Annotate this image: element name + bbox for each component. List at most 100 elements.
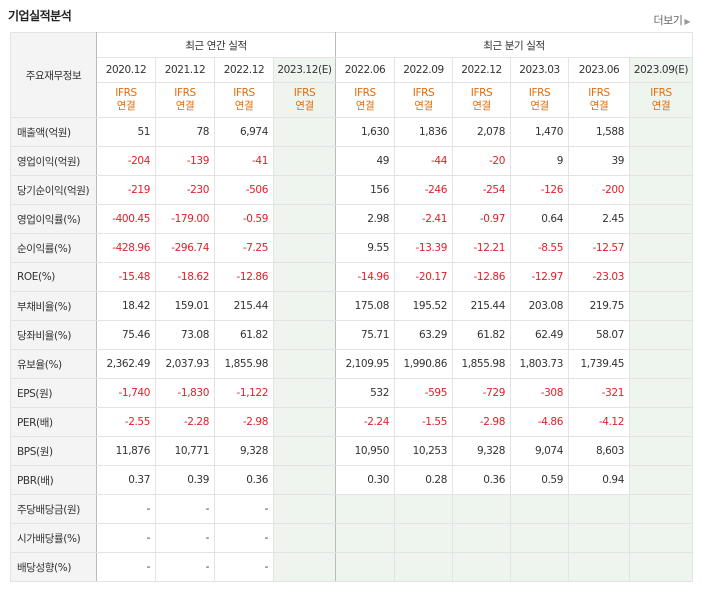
ifrs-top: IFRS xyxy=(588,87,610,99)
table-cell: 203.08 xyxy=(510,291,569,321)
period-label: 2022.09 xyxy=(403,64,444,76)
table-row: 영업이익(억원) -204 -139 -41 49 -44 -20 9 39 xyxy=(10,146,693,176)
table-cell xyxy=(629,436,693,466)
table-cell: -308 xyxy=(510,378,569,408)
ifrs-top: IFRS xyxy=(412,87,435,99)
table-cell xyxy=(273,378,336,408)
table-cell: -2.28 xyxy=(155,407,215,437)
annual-period-header: 2020.12 xyxy=(96,57,156,83)
table-cell: - xyxy=(155,494,215,524)
table-cell: -729 xyxy=(452,378,511,408)
table-row: 매출액(억원) 51 78 6,974 1,630 1,836 2,078 1,470 1,58… xyxy=(10,117,693,147)
table-cell: 2.45 xyxy=(568,204,630,234)
table-row: 배당성향(%) - - - xyxy=(10,552,693,582)
table-cell xyxy=(629,349,693,379)
table-cell: -139 xyxy=(155,146,215,176)
quarter-period-header: 2022.06 xyxy=(335,57,395,83)
table-cell xyxy=(629,494,693,524)
table-cell: -1,122 xyxy=(214,378,274,408)
table-cell: -0.59 xyxy=(214,204,274,234)
ifrs-top: IFRS xyxy=(528,87,551,99)
table-cell: 49 xyxy=(335,146,395,176)
table-cell: 8,603 xyxy=(568,436,630,466)
table-cell xyxy=(273,349,336,379)
table-cell: 78 xyxy=(155,117,215,147)
table-cell: 1,630 xyxy=(335,117,395,147)
ifrs-badge: IFRS 연결 xyxy=(155,82,215,118)
table-cell xyxy=(629,262,693,292)
table-cell: 75.71 xyxy=(335,320,395,350)
table-row: EPS(원) -1,740 -1,830 -1,122 532 -595 -729 -308-… xyxy=(10,378,693,408)
table-cell: 0.64 xyxy=(510,204,569,234)
annual-period-header: 2022.12 xyxy=(214,57,274,83)
table-cell: -2.98 xyxy=(452,407,511,437)
row-label: PBR(배) xyxy=(10,465,97,495)
table-row: ROE(%) -15.48 -18.62 -12.86 -14.96 -20.17 -12.… xyxy=(10,262,693,292)
table-cell xyxy=(273,494,336,524)
table-cell xyxy=(452,552,511,582)
table-cell: -296.74 xyxy=(155,233,215,263)
table-cell xyxy=(273,291,336,321)
table-row: 주당배당금(원) - - - xyxy=(10,494,693,524)
table-cell: 9 xyxy=(510,146,569,176)
table-cell: -400.45 xyxy=(96,204,156,234)
more-link[interactable]: 더보기 ▶ xyxy=(653,12,690,28)
annual-group-header: 최근 연간 실적 xyxy=(96,32,336,58)
row-label: 매출액(억원) xyxy=(10,117,97,147)
table-cell xyxy=(629,146,693,176)
table-row: 시가배당률(%) - - - xyxy=(10,523,693,553)
row-label: 배당성향(%) xyxy=(10,552,97,582)
table-cell xyxy=(273,204,336,234)
quarter-period-header: 2023.03 xyxy=(510,57,569,83)
ifrs-bottom: 연결 xyxy=(116,100,136,112)
table-row: 영업이익률(%) -400.45 -179.00 -0.59 2.98 -2.41 -0.9… xyxy=(10,204,693,234)
table-cell xyxy=(394,552,453,582)
table-cell: -219 xyxy=(96,175,156,205)
annual-period-header: 2021.12 xyxy=(155,57,215,83)
table-cell: 63.29 xyxy=(394,320,453,350)
table-row: 유보율(%) 2,362.49 2,037.93 1,855.98 2,109.95 1,… xyxy=(10,349,693,379)
table-cell: 1,803.73 xyxy=(510,349,569,379)
table-cell: 1,836 xyxy=(394,117,453,147)
table-cell xyxy=(629,117,693,147)
table-cell: -246 xyxy=(394,175,453,205)
table-cell: -12.86 xyxy=(214,262,274,292)
table-cell: 62.49 xyxy=(510,320,569,350)
table-cell xyxy=(394,523,453,553)
table-cell: -2.98 xyxy=(214,407,274,437)
ifrs-bottom: 연결 xyxy=(234,100,254,112)
table-cell xyxy=(452,494,511,524)
quarter-period-header: 2023.06 xyxy=(568,57,630,83)
period-label: 2022.12 xyxy=(223,64,265,76)
ifrs-badge: IFRS 연결 xyxy=(273,82,336,118)
ifrs-badge: IFRS 연결 xyxy=(452,82,511,118)
table-cell xyxy=(629,465,693,495)
table-cell: 0.36 xyxy=(214,465,274,495)
table-cell: 0.39 xyxy=(155,465,215,495)
section-title: 기업실적분석 xyxy=(8,9,72,23)
table-row: 순이익률(%) -428.96 -296.74 -7.25 9.55 -13.39 -12.… xyxy=(10,233,693,263)
ifrs-badge: IFRS 연결 xyxy=(568,82,630,118)
table-cell: 175.08 xyxy=(335,291,395,321)
table-cell: 0.36 xyxy=(452,465,511,495)
table-cell xyxy=(273,233,336,263)
table-cell: 61.82 xyxy=(214,320,274,350)
row-label: BPS(원) xyxy=(10,436,97,466)
table-cell: -254 xyxy=(452,175,511,205)
table-cell: - xyxy=(155,523,215,553)
table-cell: - xyxy=(96,523,156,553)
table-cell xyxy=(629,233,693,263)
quarter-group-header: 최근 분기 실적 xyxy=(335,32,693,58)
table-cell: 1,470 xyxy=(510,117,569,147)
table-cell: 156 xyxy=(335,175,395,205)
table-cell: -321 xyxy=(568,378,630,408)
table-cell xyxy=(335,494,395,524)
period-label: 2021.12 xyxy=(164,64,206,76)
financial-table: 주요재무정보 최근 연간 실적 최근 분기 실적 2020.12 2021.12 2022… xyxy=(10,32,693,582)
table-cell: -12.97 xyxy=(510,262,569,292)
table-cell: 39 xyxy=(568,146,630,176)
table-cell xyxy=(510,523,569,553)
table-cell: -13.39 xyxy=(394,233,453,263)
ifrs-top: IFRS xyxy=(470,87,493,99)
table-cell: 2,037.93 xyxy=(155,349,215,379)
